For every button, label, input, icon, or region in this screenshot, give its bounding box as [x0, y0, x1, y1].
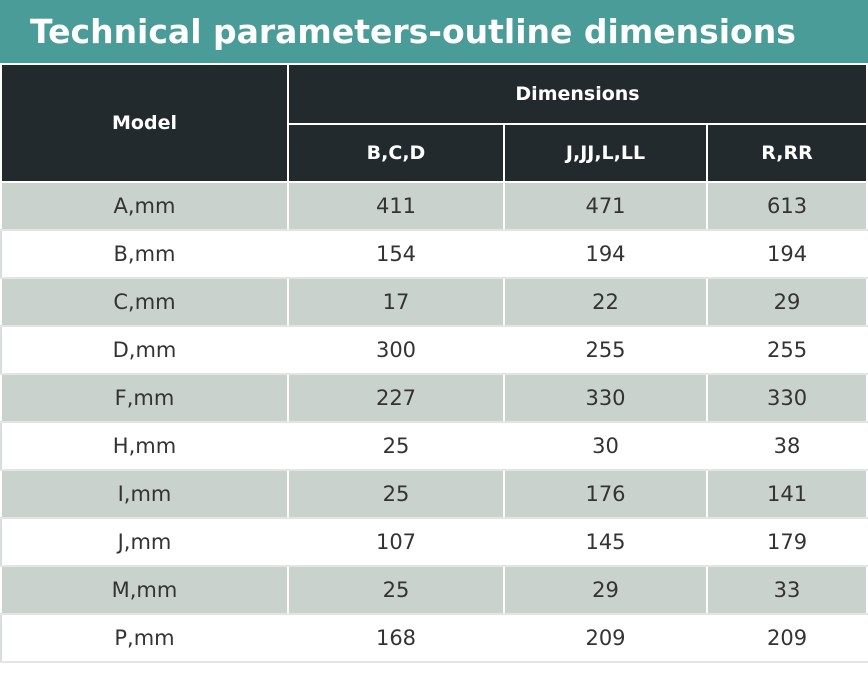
row-label: I,mm — [0, 469, 289, 519]
cell-value: 30 — [503, 421, 708, 471]
parameters-table: Model Dimensions B,C,D J,JJ,L,LL R,RR A,mm… — [0, 63, 868, 663]
cell-value: 17 — [287, 277, 505, 327]
cell-value: 300 — [287, 325, 505, 375]
table-head: Model Dimensions B,C,D J,JJ,L,LL R,RR — [0, 63, 868, 183]
column-header: J,JJ,L,LL — [503, 123, 708, 183]
group-header: Dimensions — [286, 63, 868, 125]
row-label: H,mm — [0, 421, 289, 471]
cell-value: 179 — [705, 517, 868, 567]
cell-value: 29 — [503, 565, 708, 615]
cell-value: 141 — [705, 469, 868, 519]
row-label: A,mm — [0, 181, 289, 231]
cell-value: 471 — [503, 181, 708, 231]
column-header: B,C,D — [287, 123, 505, 183]
cell-value: 330 — [503, 373, 708, 423]
cell-value: 176 — [503, 469, 708, 519]
table-row: B,mm 154 194 194 — [0, 229, 868, 279]
cell-value: 209 — [503, 613, 708, 663]
row-label: D,mm — [0, 325, 289, 375]
table-row: M,mm 25 29 33 — [0, 565, 868, 615]
table-row: F,mm 227 330 330 — [0, 373, 868, 423]
header-row: Model Dimensions — [0, 63, 868, 183]
table-row: C,mm 17 22 29 — [0, 277, 868, 327]
table-row: A,mm 411 471 613 — [0, 181, 868, 231]
table-row: D,mm 300 255 255 — [0, 325, 868, 375]
cell-value: 227 — [287, 373, 505, 423]
table-body: A,mm 411 471 613 B,mm 154 194 194 C,mm 17 22 29 D,mm… — [0, 181, 868, 663]
cell-value: 154 — [287, 229, 505, 279]
table-row: J,mm 107 145 179 — [0, 517, 868, 567]
cell-value: 107 — [287, 517, 505, 567]
cell-value: 194 — [503, 229, 708, 279]
row-label: B,mm — [0, 229, 289, 279]
cell-value: 255 — [705, 325, 868, 375]
cell-value: 22 — [503, 277, 708, 327]
cell-value: 29 — [705, 277, 868, 327]
cell-value: 255 — [503, 325, 708, 375]
row-label: F,mm — [0, 373, 289, 423]
column-header: R,RR — [705, 123, 868, 183]
table-row: I,mm 25 176 141 — [0, 469, 868, 519]
cell-value: 145 — [503, 517, 708, 567]
cell-value: 209 — [705, 613, 868, 663]
row-label: J,mm — [0, 517, 289, 567]
cell-value: 38 — [705, 421, 868, 471]
row-label: P,mm — [0, 613, 289, 663]
cell-value: 194 — [705, 229, 868, 279]
cell-value: 25 — [287, 421, 505, 471]
cell-value: 168 — [287, 613, 505, 663]
row-label: M,mm — [0, 565, 289, 615]
cell-value: 613 — [705, 181, 868, 231]
subheader-row: B,C,D J,JJ,L,LL R,RR — [1, 123, 868, 183]
cell-value: 411 — [287, 181, 505, 231]
cell-value: 25 — [287, 565, 505, 615]
cell-value: 330 — [705, 373, 868, 423]
model-header: Model — [0, 63, 289, 183]
table-row: H,mm 25 30 38 — [0, 421, 868, 471]
row-label: C,mm — [0, 277, 289, 327]
cell-value: 33 — [705, 565, 868, 615]
table-row: P,mm 168 209 209 — [0, 613, 868, 663]
cell-value: 25 — [287, 469, 505, 519]
title-bar: Technical parameters-outline dimensions — [0, 0, 868, 63]
